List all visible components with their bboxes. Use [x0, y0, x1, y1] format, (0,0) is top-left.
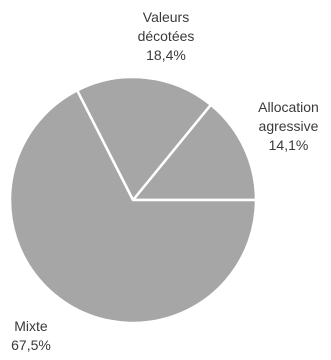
slice-value-label: 14,1%: [268, 137, 309, 153]
slice-value-label: 67,5%: [11, 337, 51, 353]
slice-allocation-agressive: [131, 103, 258, 202]
slice-label-mixte: Mixte 67,5%: [0, 317, 62, 355]
slice-valeurs-decotees: [75, 75, 213, 202]
slice-label-line: agressive: [258, 118, 319, 134]
slice-label-line: Allocation: [258, 99, 319, 115]
slice-label-line: Mixte: [14, 318, 48, 334]
slice-label-line: Valeurs: [142, 9, 190, 25]
slice-value-label: 18,4%: [146, 47, 186, 63]
slice-label-line: décotées: [137, 28, 195, 44]
slice-label-valeurs-decotees: Valeurs décotées 18,4%: [116, 8, 216, 65]
slice-label-allocation-agressive: Allocation agressive 14,1%: [246, 98, 331, 155]
slice-mixte: [8, 89, 258, 325]
